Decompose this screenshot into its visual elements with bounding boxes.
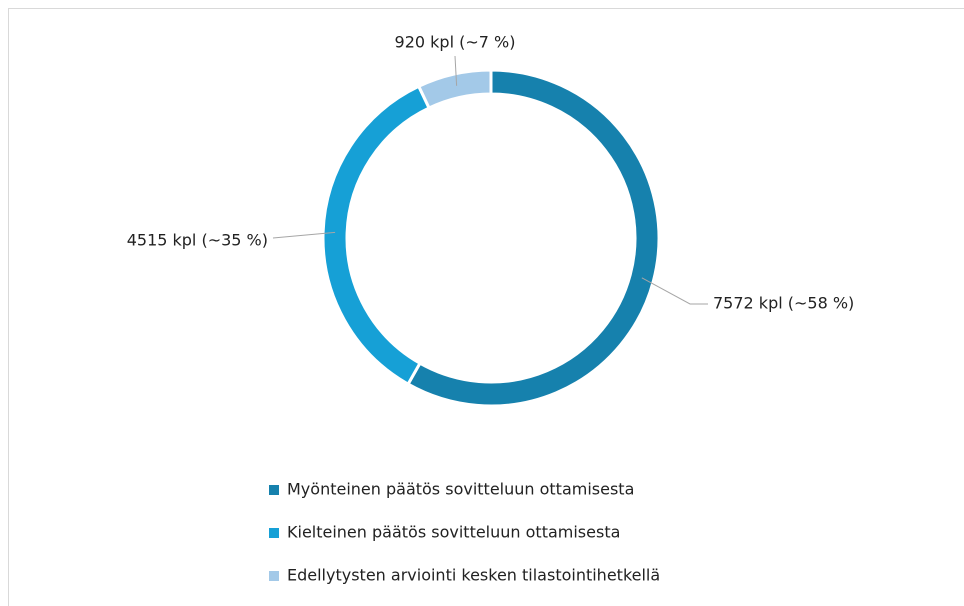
legend-label: Myönteinen päätös sovitteluun ottamisest… [287, 480, 634, 499]
leader-line [454, 55, 458, 86]
leader-line [272, 231, 336, 239]
legend-label: Edellytysten arviointi kesken tilastoint… [287, 566, 660, 585]
donut-segment [416, 68, 493, 110]
legend-swatch [269, 571, 279, 581]
chart-frame [8, 8, 964, 606]
legend-swatch [269, 485, 279, 495]
leader-line [641, 277, 708, 305]
data-label: 7572 kpl (~58 %) [713, 294, 854, 313]
data-label: 920 kpl (~7 %) [395, 33, 516, 52]
legend-swatch [269, 528, 279, 538]
legend-label: Kielteinen päätös sovitteluun ottamisest… [287, 523, 620, 542]
data-label: 4515 kpl (~35 %) [127, 231, 268, 250]
